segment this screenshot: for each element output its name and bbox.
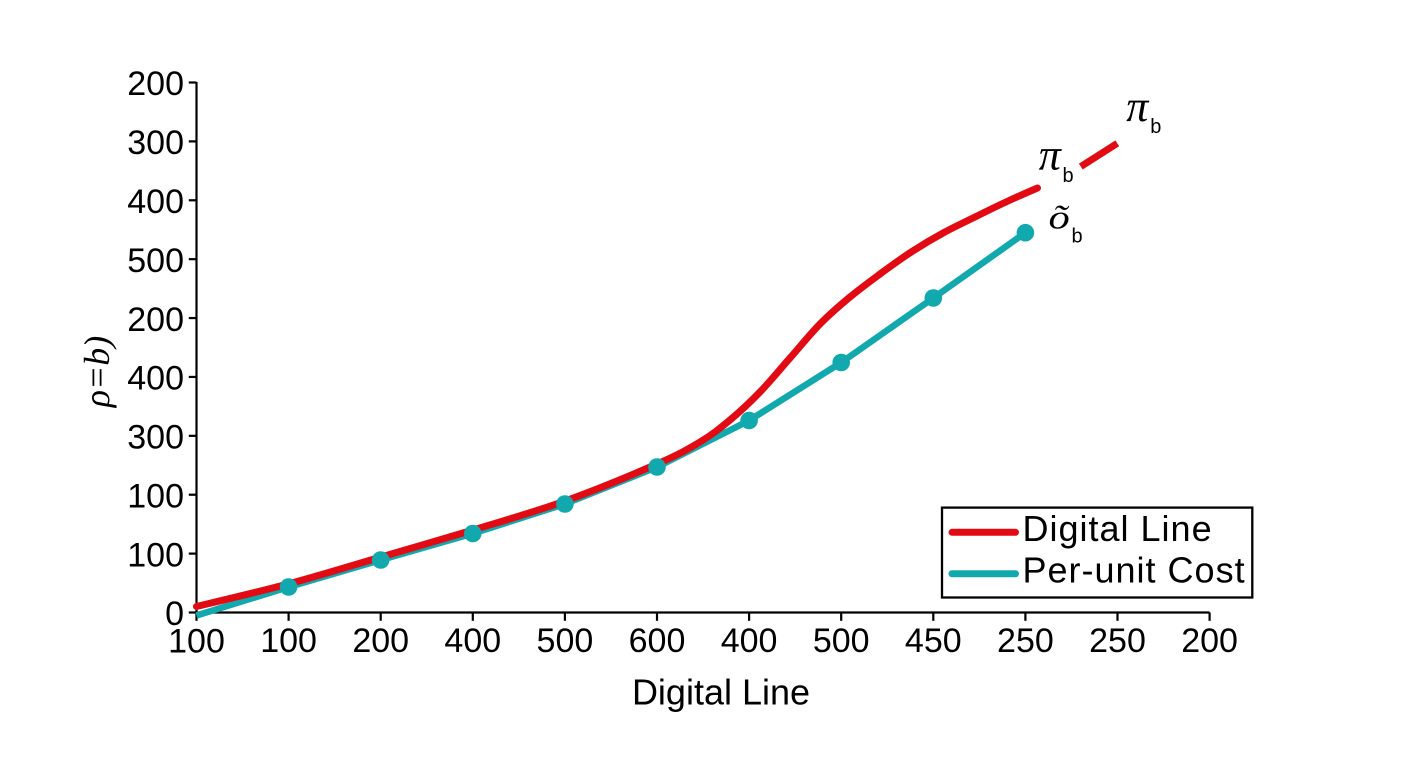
svg-text:200: 200 — [127, 65, 184, 103]
svg-text:200: 200 — [1181, 622, 1238, 660]
svg-text:500: 500 — [813, 622, 870, 660]
svg-text:200: 200 — [127, 301, 184, 339]
svg-text:Digital Line: Digital Line — [632, 672, 810, 713]
svg-text:400: 400 — [127, 360, 184, 398]
svg-text:õ: õ — [1049, 199, 1070, 236]
svg-text:500: 500 — [537, 622, 594, 660]
svg-text:300: 300 — [127, 124, 184, 162]
svg-text:250: 250 — [1089, 622, 1146, 660]
svg-text:b: b — [1072, 226, 1083, 248]
svg-text:100: 100 — [127, 477, 184, 515]
svg-text:450: 450 — [905, 622, 962, 660]
svg-text:400: 400 — [721, 622, 778, 660]
svg-text:400: 400 — [127, 183, 184, 221]
svg-text:500: 500 — [127, 242, 184, 280]
svg-text:600: 600 — [629, 622, 686, 660]
svg-text:b: b — [1150, 116, 1161, 138]
svg-text:100: 100 — [168, 622, 225, 660]
svg-text:100: 100 — [127, 536, 184, 574]
svg-text:ρ=b): ρ=b) — [77, 336, 117, 409]
svg-text:π: π — [1039, 131, 1063, 180]
svg-text:250: 250 — [997, 622, 1054, 660]
svg-text:0: 0 — [165, 595, 184, 633]
svg-text:π: π — [1126, 82, 1150, 131]
svg-text:400: 400 — [444, 622, 501, 660]
svg-text:Digital Line: Digital Line — [1023, 508, 1213, 549]
svg-text:Per-unit Cost: Per-unit Cost — [1023, 550, 1246, 591]
svg-text:300: 300 — [127, 419, 184, 457]
svg-text:200: 200 — [352, 622, 409, 660]
svg-text:100: 100 — [260, 622, 317, 660]
svg-text:b: b — [1063, 165, 1074, 187]
